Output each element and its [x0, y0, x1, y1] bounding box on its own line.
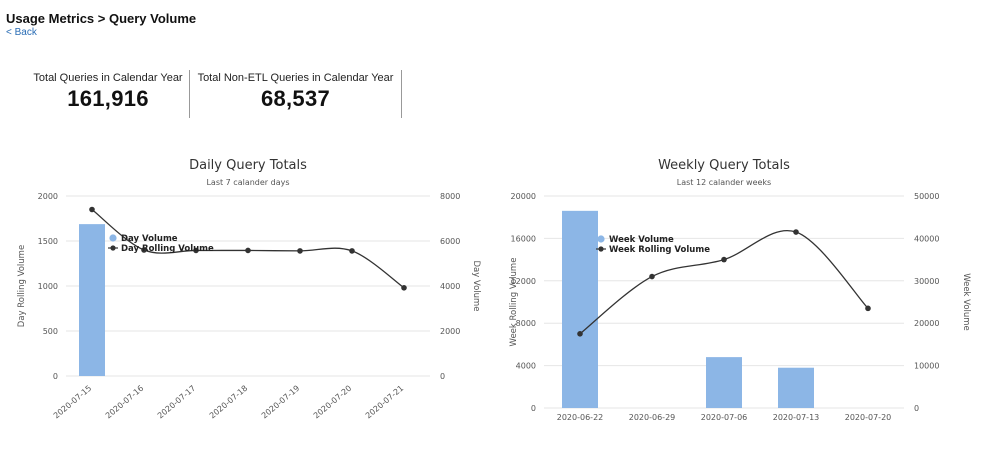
line-point	[649, 273, 655, 280]
bar	[706, 357, 742, 408]
legend-line-label: Week Rolling Volume	[609, 245, 710, 255]
daily-query-chart: Daily Query Totals Last 7 calander days 0 5…	[17, 158, 481, 421]
y2-tick-label: 8000	[440, 192, 460, 201]
bar	[562, 210, 598, 408]
x-tick-label: 2020-07-20	[312, 384, 353, 421]
line-point	[193, 247, 199, 254]
legend-bar-label: Day Volume	[121, 234, 178, 244]
y-tick-label: 16000	[511, 234, 536, 243]
line-point	[401, 285, 407, 291]
kpi-value: 68,537	[260, 86, 331, 111]
kpi-divider	[401, 70, 402, 118]
bar	[778, 367, 814, 408]
y-tick-label: 1000	[38, 282, 58, 291]
y-axis-label: Week Rolling Volume	[509, 258, 519, 347]
y-tick-label: 4000	[516, 362, 536, 371]
kpi-label: Total Non-ETL Queries in Calendar Year	[197, 72, 394, 84]
y2-tick-label: 50000	[914, 192, 939, 201]
y-tick-label: 12000	[511, 277, 536, 286]
y2-tick-label: 0	[914, 404, 919, 413]
x-tick-label: 2020-07-20	[845, 413, 892, 422]
chart-subtitle: Last 12 calander weeks	[677, 178, 771, 187]
y-tick-label: 0	[531, 404, 536, 413]
legend-line-label: Day Rolling Volume	[121, 244, 214, 254]
x-tick-label: 2020-07-06	[701, 413, 748, 422]
x-tick-label: 2020-07-17	[156, 384, 197, 421]
line-point	[141, 247, 147, 253]
x-tick-label: 2020-06-22	[557, 413, 604, 422]
chart-title: Weekly Query Totals	[658, 158, 790, 173]
line-point	[297, 248, 303, 254]
x-tick-label: 2020-06-29	[629, 413, 676, 422]
y2-tick-label: 6000	[440, 237, 460, 246]
legend-bar-marker	[109, 234, 117, 242]
y2-axis-label: Week Volume	[961, 273, 971, 331]
kpi-label: Total Queries in Calendar Year	[33, 72, 183, 84]
chart-title: Daily Query Totals	[189, 158, 307, 173]
x-tick-label: 2020-07-15	[52, 384, 93, 421]
line-point	[349, 248, 355, 254]
bar	[79, 224, 105, 376]
line-point	[793, 229, 799, 235]
y2-tick-label: 40000	[914, 234, 939, 243]
kpi-divider	[189, 70, 190, 118]
legend-line-marker	[598, 246, 604, 252]
legend-line-marker	[110, 245, 116, 251]
kpi-value: 161,916	[67, 86, 149, 111]
y-tick-label: 0	[53, 372, 58, 381]
weekly-query-chart: Weekly Query Totals Last 12 calander week…	[509, 158, 971, 422]
line-point	[245, 247, 251, 254]
x-tick-label: 2020-07-13	[773, 413, 820, 422]
x-tick-label: 2020-07-16	[104, 384, 145, 421]
y-tick-label: 500	[43, 327, 58, 336]
y2-tick-label: 2000	[440, 327, 460, 336]
kpi-total-queries: Total Queries in Calendar Year 161,916	[30, 72, 186, 112]
kpi-non-etl-queries: Total Non-ETL Queries in Calendar Year 6…	[192, 72, 399, 112]
line-point	[89, 206, 95, 213]
y2-tick-label: 4000	[440, 282, 460, 291]
line-point	[865, 305, 871, 312]
legend-bar-marker	[597, 235, 605, 243]
y2-tick-label: 20000	[914, 319, 939, 328]
chart-subtitle: Last 7 calander days	[206, 178, 289, 187]
y-tick-label: 2000	[38, 192, 58, 201]
line-point	[721, 256, 727, 263]
x-tick-label: 2020-07-19	[260, 384, 301, 421]
legend-bar-label: Week Volume	[609, 235, 674, 245]
y-tick-label: 8000	[516, 319, 536, 328]
y2-tick-label: 10000	[914, 362, 939, 371]
y2-tick-label: 30000	[914, 277, 939, 286]
y2-axis-label: Day Volume	[471, 260, 481, 311]
y-tick-label: 1500	[38, 237, 58, 246]
y-tick-label: 20000	[511, 192, 536, 201]
y2-tick-label: 0	[440, 372, 445, 381]
x-tick-label: 2020-07-18	[208, 384, 249, 421]
breadcrumb: Usage Metrics > Query Volume	[6, 11, 197, 26]
x-tick-label: 2020-07-21	[364, 384, 405, 421]
line-point	[577, 331, 583, 337]
y-axis-label: Day Rolling Volume	[17, 245, 27, 327]
back-link[interactable]: < Back	[6, 27, 37, 38]
